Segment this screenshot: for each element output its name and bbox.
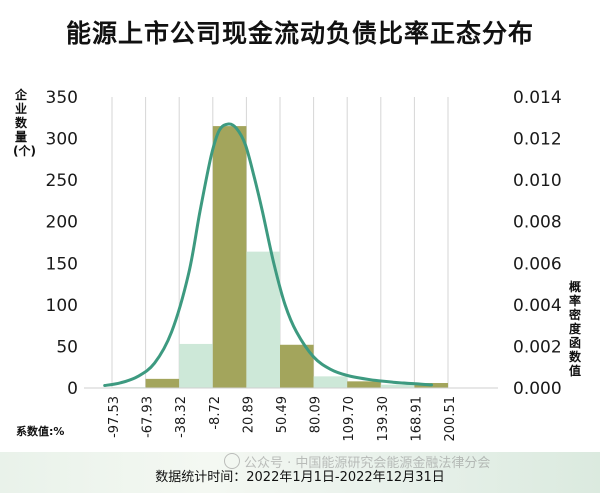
right-tick-label: 0.014: [513, 88, 562, 108]
footer-date-range: 数据统计时间：2022年1月1日-2022年12月31日: [155, 470, 445, 485]
right-tick-label: 0.004: [513, 296, 562, 316]
right-tick-label: 0.012: [513, 130, 562, 150]
wechat-icon: [224, 453, 240, 469]
footer-band: [0, 452, 600, 493]
histogram-bar: [246, 251, 280, 388]
histogram-bar: [212, 126, 247, 388]
right-tick-label: 0.006: [513, 254, 562, 274]
right-tick-label: 0.008: [513, 213, 562, 233]
histogram-bar: [313, 376, 348, 388]
watermark-text: 公众号 · 中国能源研究会能源金融法律分会: [244, 456, 491, 471]
x-tick-label: -38.32: [174, 396, 189, 438]
histogram-bar: [145, 378, 180, 388]
left-tick-label: 100: [46, 296, 78, 316]
watermark: 公众号 · 中国能源研究会能源金融法律分会: [224, 452, 490, 471]
x-tick-label: 109.70: [342, 396, 357, 442]
left-tick-label: 150: [46, 254, 78, 274]
x-tick-label: -97.53: [107, 396, 122, 438]
histogram-bar: [347, 381, 381, 388]
x-tick-label: 80.09: [309, 396, 324, 433]
right-tick-label: 0.002: [513, 337, 562, 357]
left-tick-label: 350: [46, 88, 78, 108]
x-tick-label: 50.49: [275, 396, 290, 433]
histogram-bar: [380, 384, 415, 388]
right-tick-label: 0.010: [513, 171, 562, 191]
histogram-bar: [179, 343, 213, 388]
chart-canvas: 0 50 100 150 200 250 300 350 0.000 0.002 0.004 0.00…: [46, 88, 562, 442]
left-tick-label: 250: [46, 171, 78, 191]
right-axis-label: 概率密度函数值: [568, 280, 581, 378]
x-tick-label: 200.51: [443, 396, 458, 442]
left-tick-label: 200: [46, 213, 78, 233]
x-tick-label: 20.89: [241, 396, 256, 433]
x-tick-label: 139.30: [376, 396, 391, 442]
left-tick-label: 0: [67, 379, 78, 399]
density-curve: [103, 122, 433, 387]
x-tick-label: -67.93: [141, 396, 156, 438]
left-tick-label: 300: [46, 130, 78, 150]
x-axis-label: 系数值:%: [16, 425, 65, 438]
chart-title: 能源上市公司现金流动负债比率正态分布: [65, 19, 534, 48]
x-tick-label: -8.72: [208, 396, 223, 430]
left-tick-label: 50: [56, 337, 78, 357]
right-tick-label: 0.000: [513, 379, 562, 399]
x-tick-label: 168.91: [409, 396, 424, 442]
